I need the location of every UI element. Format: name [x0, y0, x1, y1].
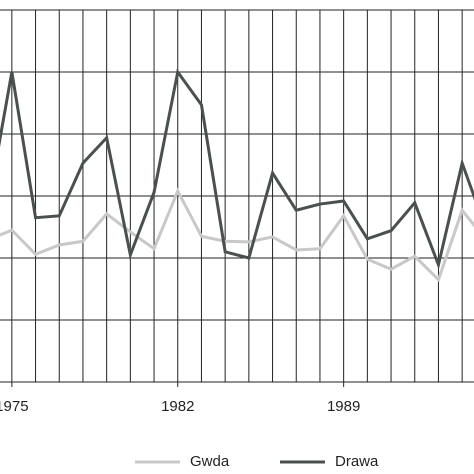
legend-label: Gwda — [190, 453, 230, 470]
x-tick-label: 1975 — [0, 398, 29, 415]
data-line — [0, 187, 474, 283]
data-line — [0, 68, 474, 270]
x-tick-label: 1982 — [161, 398, 194, 415]
x-tick-label: 1989 — [327, 398, 360, 415]
legend-label: Drawa — [335, 453, 379, 470]
